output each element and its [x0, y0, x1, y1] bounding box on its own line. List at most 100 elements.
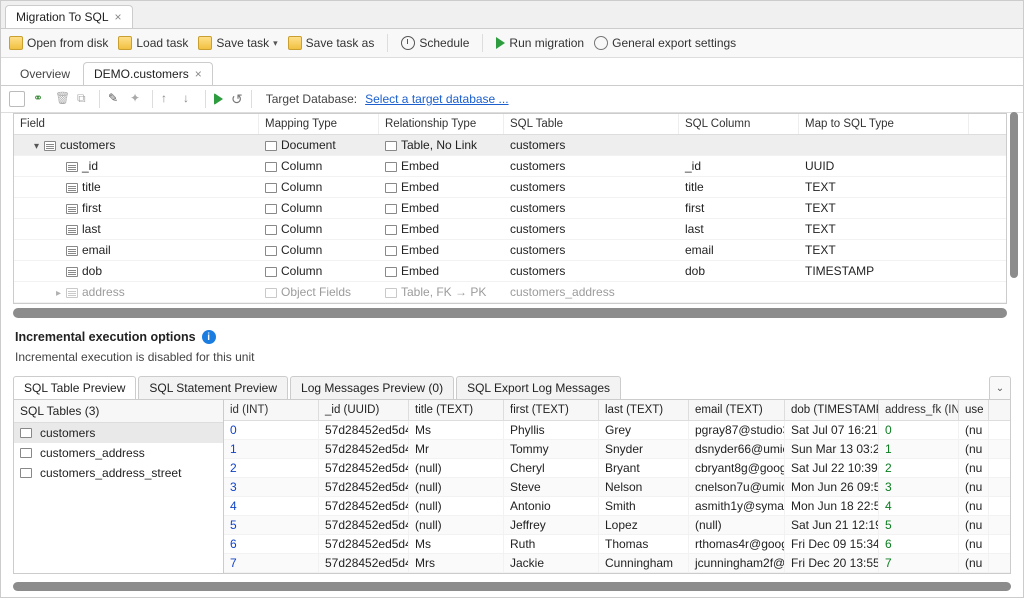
col-email[interactable]: email (TEXT)	[689, 400, 785, 420]
col-sql-column[interactable]: SQL Column	[679, 114, 799, 134]
target-db-label: Target Database:	[266, 92, 357, 106]
preview-tab-bar: SQL Table Preview SQL Statement Preview …	[13, 376, 1011, 400]
separator	[99, 90, 100, 108]
open-from-disk-button[interactable]: Open from disk	[9, 36, 108, 50]
sql-table-item[interactable]: customers_address	[14, 443, 223, 463]
new-icon[interactable]	[9, 91, 25, 107]
btn-label: Save task	[216, 36, 269, 50]
mapping-grid: Field Mapping Type Relationship Type SQL…	[13, 113, 1007, 304]
mapping-row[interactable]: dobColumnEmbedcustomersdobTIMESTAMP	[14, 261, 1006, 282]
arrow-down-icon[interactable]: ↓	[183, 91, 197, 107]
top-tab-bar: Migration To SQL ×	[1, 1, 1023, 29]
col-use[interactable]: use	[959, 400, 989, 420]
data-row[interactable]: 657d28452ed5d4d5MsRuthThomasrthomas4r@go…	[224, 535, 1010, 554]
col-sql-table[interactable]: SQL Table	[504, 114, 679, 134]
incremental-section: Incremental execution options i Incremen…	[1, 324, 1023, 372]
btn-label: Load task	[136, 36, 188, 50]
top-tab-migration[interactable]: Migration To SQL ×	[5, 5, 133, 28]
mapping-row[interactable]: emailColumnEmbedcustomersemailTEXT	[14, 240, 1006, 261]
data-row[interactable]: 457d28452ed5d4d5(null)AntonioSmithasmith…	[224, 497, 1010, 516]
mapping-row[interactable]: lastColumnEmbedcustomerslastTEXT	[14, 219, 1006, 240]
link-icon[interactable]: ⚭	[33, 91, 47, 107]
tab-log-messages-preview[interactable]: Log Messages Preview (0)	[290, 376, 454, 399]
close-icon[interactable]: ×	[195, 67, 202, 81]
col-uid[interactable]: _id (UUID)	[319, 400, 409, 420]
mapping-grid-header: Field Mapping Type Relationship Type SQL…	[14, 114, 1006, 135]
close-icon[interactable]: ×	[115, 10, 122, 24]
collapse-button[interactable]: ⌄	[989, 376, 1011, 399]
col-dob[interactable]: dob (TIMESTAMP)	[785, 400, 879, 420]
mapping-row[interactable]: ▾customersDocumentTable, No Linkcustomer…	[14, 135, 1006, 156]
gear-icon	[594, 36, 608, 50]
save-task-button[interactable]: Save task▾	[198, 36, 277, 50]
btn-label: General export settings	[612, 36, 736, 50]
separator	[251, 90, 252, 108]
data-row[interactable]: 257d28452ed5d4d5(null)CherylBryantcbryan…	[224, 459, 1010, 478]
data-grid-header: id (INT) _id (UUID) title (TEXT) first (…	[224, 400, 1010, 421]
tab-label: DEMO.customers	[94, 67, 189, 81]
undo-icon[interactable]: ↺	[231, 91, 243, 108]
col-map-sql-type[interactable]: Map to SQL Type	[799, 114, 969, 134]
col-last[interactable]: last (TEXT)	[599, 400, 689, 420]
col-id[interactable]: id (INT)	[224, 400, 319, 420]
inc-title: Incremental execution options	[15, 330, 196, 344]
mapping-row[interactable]: ▸addressObject FieldsTable, FK → PKcusto…	[14, 282, 1006, 303]
data-row[interactable]: 357d28452ed5d4d5(null)SteveNelsoncnelson…	[224, 478, 1010, 497]
sql-table-item[interactable]: customers_address_street	[14, 463, 223, 483]
col-first[interactable]: first (TEXT)	[504, 400, 599, 420]
app-window: Migration To SQL × Open from disk Load t…	[0, 0, 1024, 598]
copy-icon[interactable]: ⧉	[77, 91, 91, 107]
data-row[interactable]: 057d28452ed5d4d5MsPhyllisGreypgray87@stu…	[224, 421, 1010, 440]
col-mapping-type[interactable]: Mapping Type	[259, 114, 379, 134]
mapping-row[interactable]: titleColumnEmbedcustomerstitleTEXT	[14, 177, 1006, 198]
h-scrollbar[interactable]	[13, 582, 1011, 591]
top-tab-label: Migration To SQL	[16, 10, 109, 24]
mapping-toolbar: ⚭ 🗑 ⧉ ✎ ✦ ↑ ↓ ↺ Target Database: Select …	[1, 86, 1023, 113]
save-task-as-button[interactable]: Save task as	[288, 36, 375, 50]
sub-tab-bar: Overview DEMO.customers ×	[1, 58, 1023, 86]
col-title[interactable]: title (TEXT)	[409, 400, 504, 420]
tab-label: Overview	[20, 67, 70, 81]
data-row[interactable]: 557d28452ed5d4d5(null)JeffreyLopez(null)…	[224, 516, 1010, 535]
sql-tables-list: SQL Tables (3) customerscustomers_addres…	[14, 400, 224, 573]
tab-demo-customers[interactable]: DEMO.customers ×	[83, 62, 213, 85]
load-task-button[interactable]: Load task	[118, 36, 188, 50]
tab-overview[interactable]: Overview	[9, 62, 81, 85]
general-export-settings-button[interactable]: General export settings	[594, 36, 736, 50]
trash-icon[interactable]: 🗑	[55, 91, 69, 107]
disk-icon	[288, 36, 302, 50]
sql-table-item[interactable]: customers	[14, 423, 223, 443]
mapping-row[interactable]: _idColumnEmbedcustomers_idUUID	[14, 156, 1006, 177]
btn-label: Schedule	[419, 36, 469, 50]
separator	[482, 34, 483, 52]
clock-icon	[401, 36, 415, 50]
tab-sql-statement-preview[interactable]: SQL Statement Preview	[138, 376, 288, 399]
edit-icon[interactable]: ✎	[108, 91, 122, 107]
schedule-button[interactable]: Schedule	[401, 36, 469, 50]
data-row[interactable]: 757d28452ed5d4d5MrsJackieCunninghamjcunn…	[224, 554, 1010, 573]
separator	[152, 90, 153, 108]
mapping-row[interactable]: firstColumnEmbedcustomersfirstTEXT	[14, 198, 1006, 219]
separator	[205, 90, 206, 108]
play-icon[interactable]	[214, 93, 223, 105]
select-target-db-link[interactable]: Select a target database ...	[365, 92, 508, 106]
h-scrollbar[interactable]	[13, 308, 1007, 318]
sql-tables-header: SQL Tables (3)	[14, 400, 223, 423]
col-afk[interactable]: address_fk (INT)	[879, 400, 959, 420]
v-scrollbar[interactable]	[1010, 112, 1018, 278]
inc-subtext: Incremental execution is disabled for th…	[15, 350, 1009, 364]
folder-icon	[9, 36, 23, 50]
wand-icon[interactable]: ✦	[130, 91, 144, 107]
separator	[387, 34, 388, 52]
info-icon[interactable]: i	[202, 330, 216, 344]
col-field[interactable]: Field	[14, 114, 259, 134]
table-data-grid: id (INT) _id (UUID) title (TEXT) first (…	[224, 400, 1010, 573]
preview-panel: SQL Tables (3) customerscustomers_addres…	[13, 400, 1011, 574]
arrow-up-icon[interactable]: ↑	[161, 91, 175, 107]
col-rel-type[interactable]: Relationship Type	[379, 114, 504, 134]
data-row[interactable]: 157d28452ed5d4d5MrTommySnyderdsnyder66@u…	[224, 440, 1010, 459]
folder-icon	[118, 36, 132, 50]
tab-sql-table-preview[interactable]: SQL Table Preview	[13, 376, 136, 399]
tab-sql-export-log[interactable]: SQL Export Log Messages	[456, 376, 621, 399]
run-migration-button[interactable]: Run migration	[496, 36, 584, 50]
